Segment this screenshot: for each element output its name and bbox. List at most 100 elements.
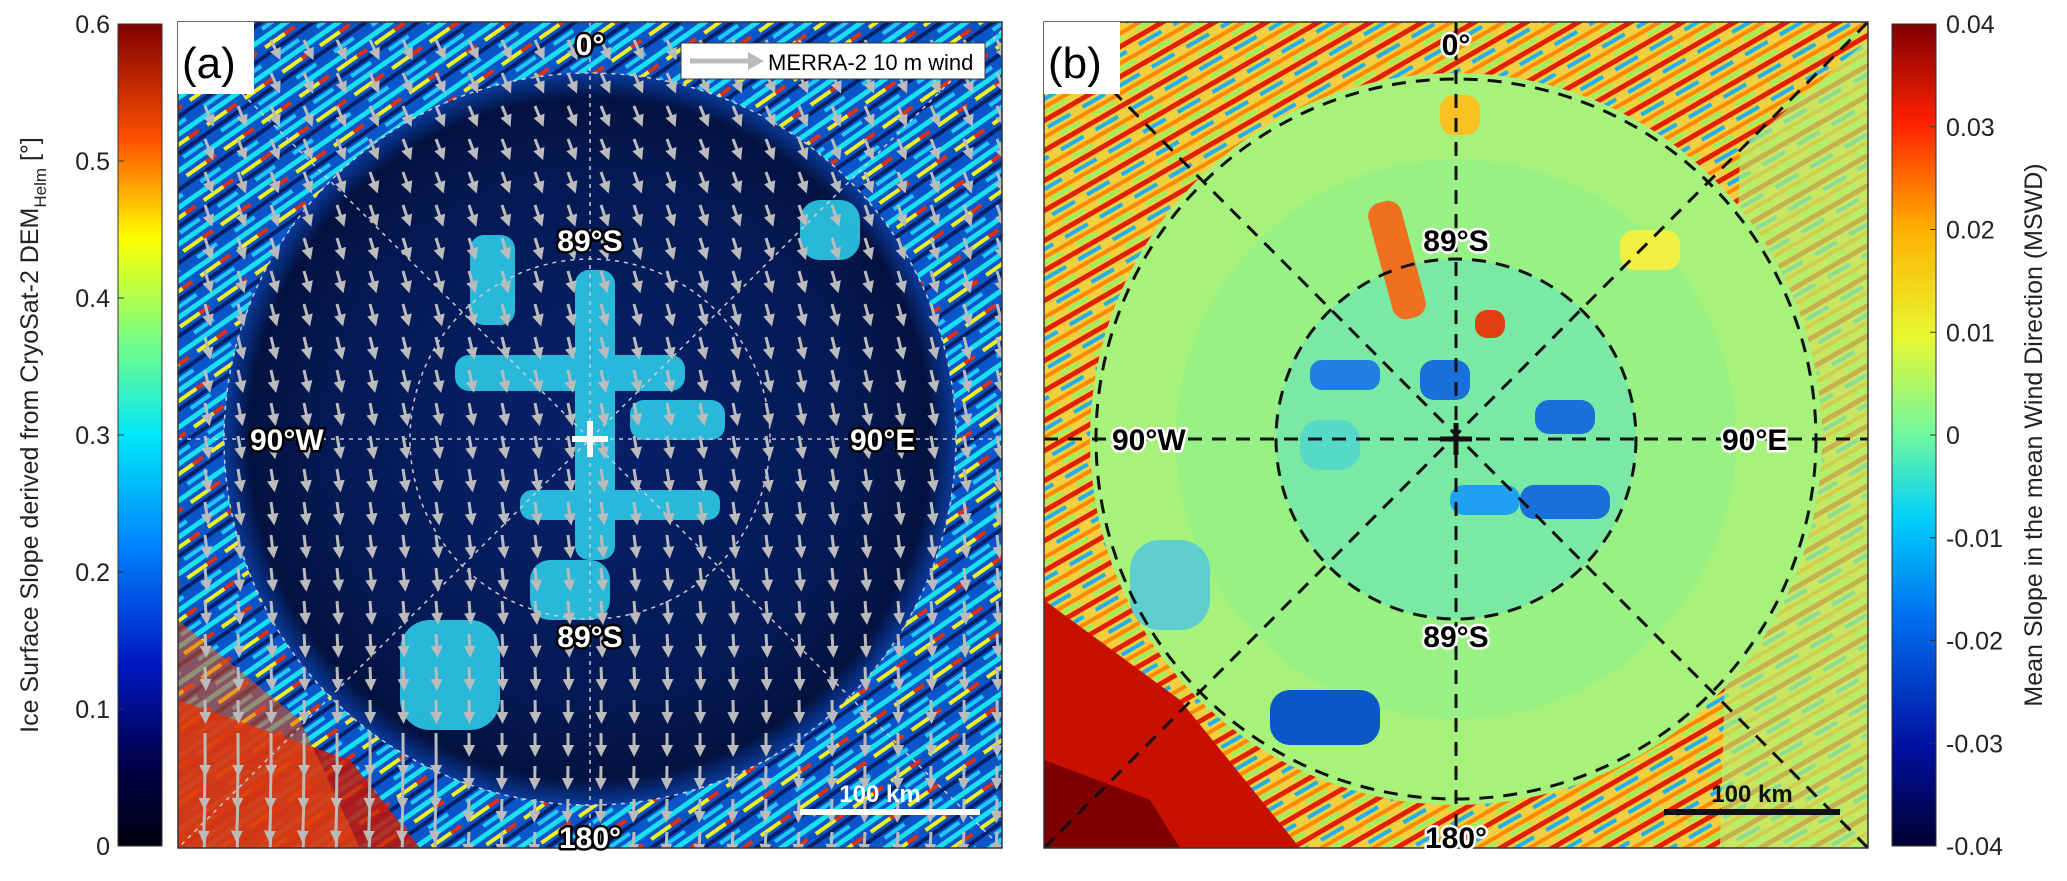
wind-arrow [596, 600, 608, 625]
wind-arrow [595, 666, 608, 691]
wind-arrow [495, 831, 508, 848]
wind-arrow [232, 666, 245, 691]
wind-arrow [961, 237, 974, 261]
panel-b-label: (b) [1048, 39, 1102, 88]
wind-arrow [862, 204, 875, 227]
colorbar-tick-label: 0 [1946, 422, 1960, 450]
scale-bar-b: 100 km [1664, 781, 1840, 815]
wind-arrow [993, 435, 1002, 460]
wind-arrow [564, 435, 576, 460]
wind-arrow [829, 303, 841, 327]
wind-arrow [995, 105, 1002, 127]
wind-arrow [728, 501, 741, 526]
wind-arrow [958, 633, 971, 658]
wind-arrow [465, 369, 478, 393]
wind-arrow [466, 204, 479, 227]
wind-arrow [297, 765, 310, 810]
wind-arrow [632, 105, 644, 127]
wind-arrow [629, 600, 641, 625]
wind-arrow [198, 765, 211, 810]
wind-arrow [727, 666, 740, 691]
wind-arrow [927, 369, 940, 393]
wind-arrow [299, 501, 312, 526]
wind-arrow [334, 831, 339, 848]
wind-arrow [433, 303, 445, 327]
wind-arrow [532, 237, 545, 261]
wind-arrow [235, 237, 248, 261]
wind-arrow [893, 501, 906, 526]
wind-arrow [597, 369, 610, 393]
wind-arrow [959, 567, 972, 592]
wind-arrow [695, 567, 708, 592]
wind-arrow [928, 204, 941, 227]
wind-arrow [399, 402, 412, 427]
wind-arrow [632, 39, 644, 61]
wind-arrow [759, 831, 772, 848]
wind-arrow [860, 600, 872, 625]
wind-arrow [599, 105, 611, 127]
wind-arrow [863, 105, 875, 127]
wind-arrow [696, 369, 709, 393]
wind-arrow [632, 72, 644, 94]
wind-arrow [726, 831, 739, 848]
wind-arrow [566, 138, 578, 161]
wind-arrow [399, 369, 412, 393]
pole-marker-b [1440, 423, 1472, 455]
wind-arrow [367, 303, 379, 327]
wind-arrow [564, 369, 577, 393]
colorbar-a-ticks: 0 0.1 0.2 0.3 0.4 0.5 0.6 [75, 11, 124, 861]
wind-arrow [400, 303, 412, 327]
wind-arrow [599, 72, 611, 94]
wind-arrow [528, 831, 541, 848]
wind-arrow [597, 402, 610, 427]
wind-arrow [829, 237, 842, 261]
wind-arrow [432, 369, 445, 393]
wind-arrow [862, 237, 875, 261]
wind-arrow [263, 798, 276, 843]
wind-arrow [698, 138, 710, 161]
wind-arrow [992, 468, 1002, 493]
wind-arrow [267, 369, 280, 393]
wind-arrow [430, 666, 443, 691]
wind-arrow [893, 567, 906, 592]
wind-arrow [760, 666, 773, 691]
wind-arrow [594, 831, 607, 848]
wind-arrow [992, 567, 1002, 592]
wind-arrow [561, 798, 574, 823]
wind-arrow [861, 336, 874, 360]
wind-arrow [467, 39, 479, 61]
wind-arrow [958, 666, 971, 691]
wind-arrow [368, 138, 380, 161]
wind-arrow [366, 402, 379, 427]
wind-arrow [764, 171, 776, 194]
wind-arrow [530, 600, 542, 625]
wind-arrow [234, 369, 247, 393]
wind-arrow [299, 600, 311, 625]
wind-arrow [398, 501, 411, 526]
wind-arrow [796, 303, 808, 327]
wind-arrow [268, 270, 280, 294]
wind-arrow [694, 633, 707, 658]
wind-arrow [696, 435, 708, 460]
wind-arrow [497, 534, 510, 559]
wind-arrow [463, 633, 476, 658]
wind-arrow [301, 831, 306, 848]
wind-arrow [730, 303, 742, 327]
wind-arrow [332, 501, 345, 526]
wind-arrow [990, 798, 1002, 823]
wind-arrow [496, 633, 509, 658]
wind-arrow [861, 435, 873, 460]
wind-arrow [863, 138, 875, 161]
wind-arrow [695, 534, 708, 559]
wind-arrow [960, 369, 973, 393]
wind-arrow [662, 600, 674, 625]
wind-arrow [533, 72, 545, 94]
colorbar-tick-label: -0.03 [1946, 730, 2003, 758]
wind-arrow [992, 501, 1002, 526]
wind-arrow [464, 534, 477, 559]
wind-arrow [499, 270, 511, 294]
wind-arrow [500, 105, 512, 127]
wind-arrow [794, 600, 806, 625]
wind-arrow [596, 567, 609, 592]
wind-arrow [433, 204, 446, 227]
